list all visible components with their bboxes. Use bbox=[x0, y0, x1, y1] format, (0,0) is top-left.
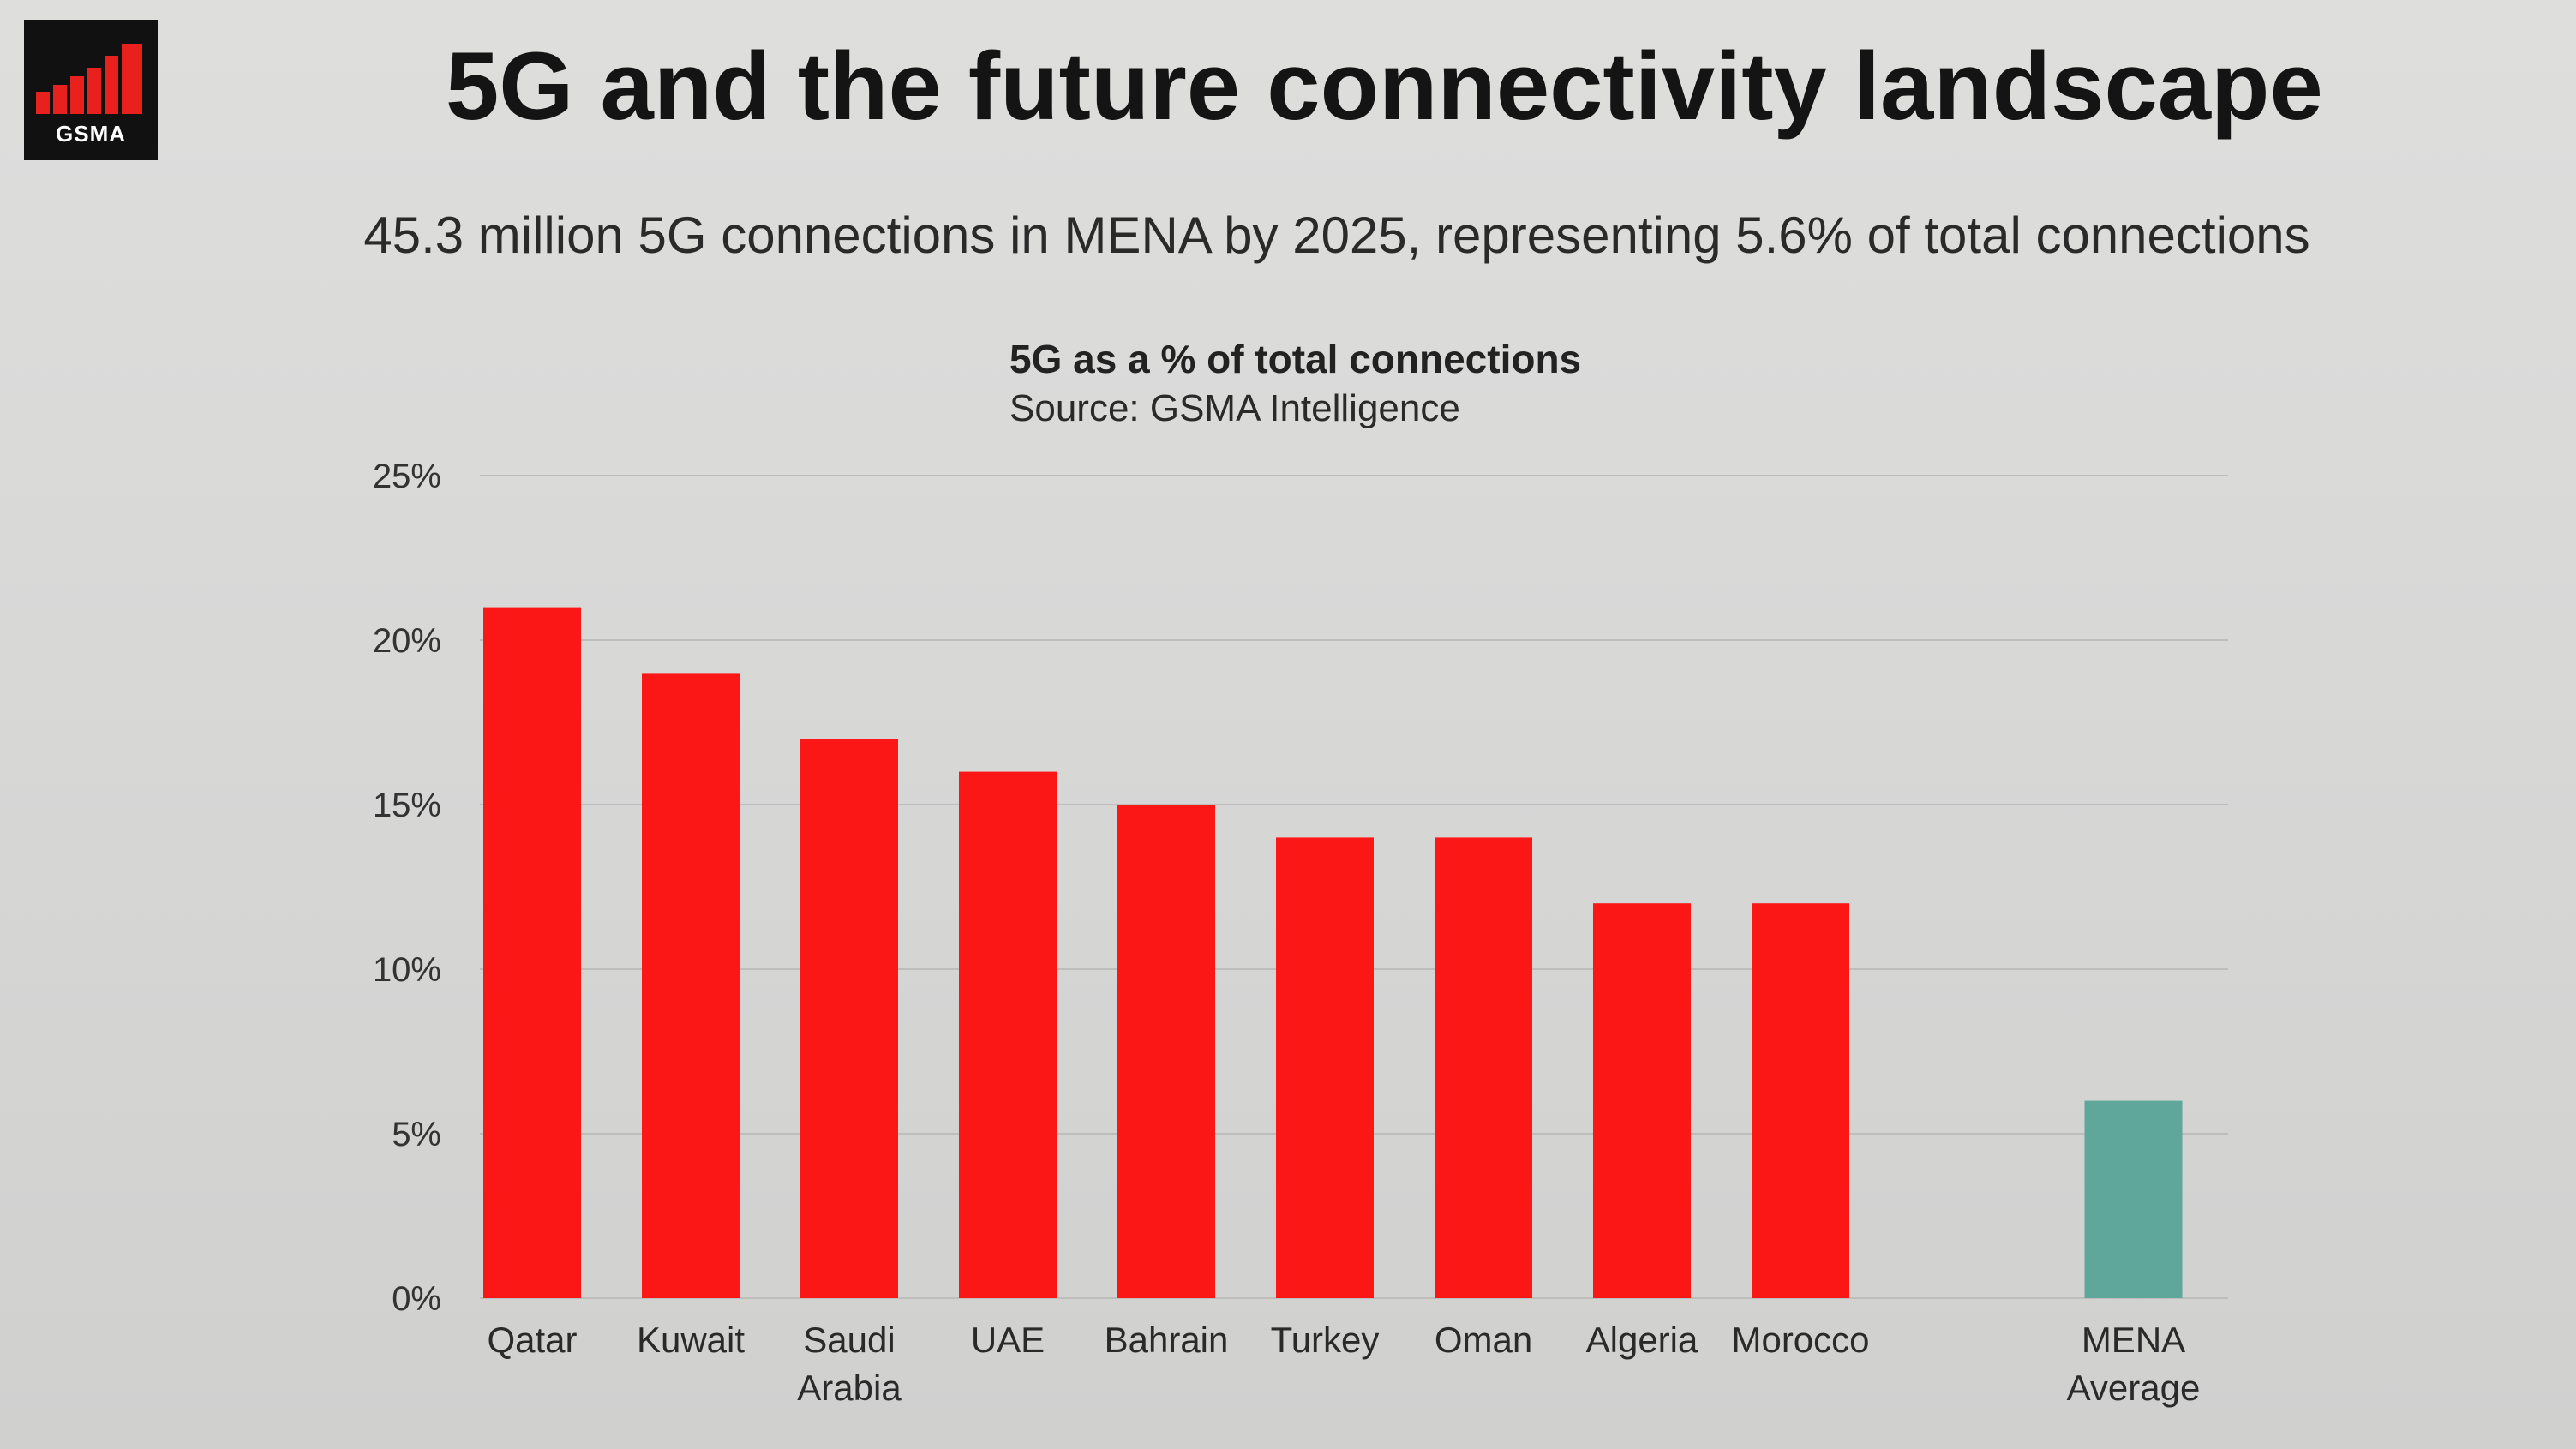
y-tick-label: 20% bbox=[373, 622, 441, 660]
bar bbox=[1593, 903, 1691, 1298]
bar bbox=[1117, 805, 1215, 1298]
x-category-label: Qatar bbox=[487, 1320, 577, 1360]
x-category-label: Arabia bbox=[797, 1368, 902, 1408]
signal-bars-icon bbox=[36, 44, 142, 114]
page-title: 5G and the future connectivity landscape bbox=[446, 33, 2323, 140]
x-category-label: Algeria bbox=[1586, 1320, 1698, 1360]
x-category-label: Oman bbox=[1435, 1320, 1532, 1360]
bar bbox=[1752, 903, 1849, 1298]
x-category-label: Morocco bbox=[1731, 1320, 1869, 1360]
bar bbox=[959, 771, 1057, 1298]
x-category-label: Turkey bbox=[1271, 1320, 1380, 1360]
chart-source: Source: GSMA Intelligence bbox=[1009, 387, 1460, 429]
x-category-label: Bahrain bbox=[1105, 1320, 1229, 1360]
bar bbox=[642, 673, 740, 1298]
gsma-logo: GSMA bbox=[24, 20, 158, 160]
bar bbox=[483, 607, 581, 1298]
y-tick-label: 5% bbox=[392, 1116, 441, 1153]
logo-wordmark: GSMA bbox=[56, 121, 126, 147]
y-tick-label: 10% bbox=[373, 951, 441, 989]
chart-title: 5G as a % of total connections bbox=[1009, 337, 1582, 381]
bar bbox=[1276, 837, 1374, 1298]
bar bbox=[1435, 837, 1532, 1298]
x-category-label: Average bbox=[2067, 1368, 2201, 1408]
x-category-label: MENA bbox=[2082, 1320, 2185, 1360]
page-subtitle: 45.3 million 5G connections in MENA by 2… bbox=[363, 207, 2310, 264]
x-category-label: UAE bbox=[971, 1320, 1045, 1360]
y-tick-label: 25% bbox=[373, 458, 441, 495]
x-category-label: Kuwait bbox=[637, 1320, 745, 1360]
x-category-label: Saudi bbox=[803, 1320, 895, 1360]
y-tick-label: 0% bbox=[392, 1280, 441, 1318]
y-tick-label: 15% bbox=[373, 787, 441, 824]
bar bbox=[800, 739, 898, 1298]
bar bbox=[2084, 1100, 2183, 1298]
